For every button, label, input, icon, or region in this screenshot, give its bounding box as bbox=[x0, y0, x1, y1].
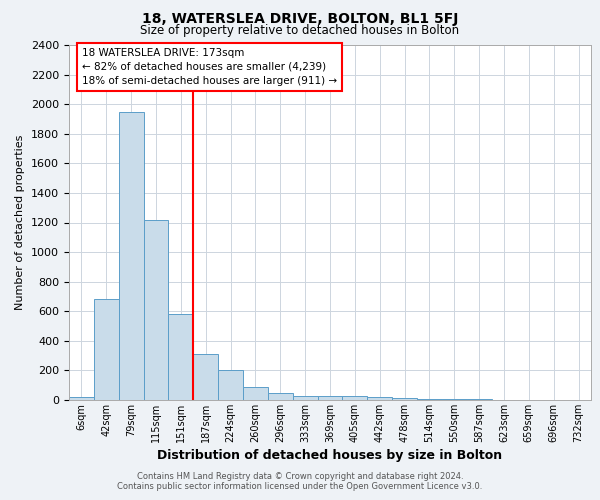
Bar bbox=[317, 396, 343, 400]
Bar bbox=[169, 314, 193, 400]
Bar bbox=[243, 388, 268, 400]
Bar bbox=[69, 397, 94, 400]
Bar bbox=[193, 354, 218, 400]
X-axis label: Distribution of detached houses by size in Bolton: Distribution of detached houses by size … bbox=[157, 449, 503, 462]
Bar bbox=[417, 398, 442, 400]
Bar bbox=[442, 399, 467, 400]
Text: Contains HM Land Registry data © Crown copyright and database right 2024.: Contains HM Land Registry data © Crown c… bbox=[137, 472, 463, 481]
Text: Contains public sector information licensed under the Open Government Licence v3: Contains public sector information licen… bbox=[118, 482, 482, 491]
Y-axis label: Number of detached properties: Number of detached properties bbox=[16, 135, 25, 310]
Bar bbox=[143, 220, 169, 400]
Bar bbox=[94, 300, 119, 400]
Bar bbox=[293, 396, 317, 400]
Bar bbox=[268, 394, 293, 400]
Text: 18 WATERSLEA DRIVE: 173sqm
← 82% of detached houses are smaller (4,239)
18% of s: 18 WATERSLEA DRIVE: 173sqm ← 82% of deta… bbox=[82, 48, 337, 86]
Bar bbox=[119, 112, 143, 400]
Bar bbox=[367, 397, 392, 400]
Bar bbox=[392, 398, 417, 400]
Text: 18, WATERSLEA DRIVE, BOLTON, BL1 5FJ: 18, WATERSLEA DRIVE, BOLTON, BL1 5FJ bbox=[142, 12, 458, 26]
Text: Size of property relative to detached houses in Bolton: Size of property relative to detached ho… bbox=[140, 24, 460, 37]
Bar bbox=[343, 396, 367, 400]
Bar bbox=[218, 370, 243, 400]
